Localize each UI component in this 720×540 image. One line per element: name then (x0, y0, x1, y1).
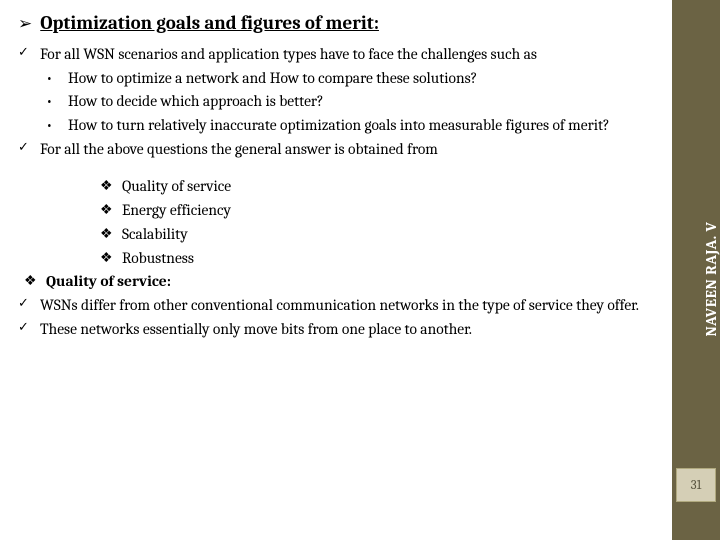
page-number: 31 (676, 468, 716, 502)
diamond-item: ❖ Quality of service (18, 176, 658, 198)
diamond-icon: ❖ (100, 200, 122, 222)
sub-text: How to optimize a network and How to com… (68, 68, 658, 90)
author-label: NAVEEN RAJA. V (702, 221, 720, 336)
check-icon: ✓ (18, 295, 40, 317)
qos-heading: ❖ Quality of service: (18, 271, 658, 293)
list-item: ✓ These networks essentially only move b… (18, 319, 658, 341)
diamond-text: Scalability (122, 224, 658, 246)
sub-text: How to turn relatively inaccurate optimi… (68, 115, 658, 137)
sidebar: NAVEEN RAJA. V (672, 0, 720, 540)
item-text: WSNs differ from other conventional comm… (40, 295, 658, 317)
dot-icon: • (46, 68, 68, 90)
dot-icon: • (46, 91, 68, 113)
check-icon: ✓ (18, 139, 40, 161)
item-text: These networks essentially only move bit… (40, 319, 658, 341)
diamond-item: ❖ Scalability (18, 224, 658, 246)
diamond-text: Quality of service (122, 176, 658, 198)
heading-text: Optimization goals and figures of merit: (40, 12, 379, 34)
diamond-icon: ❖ (100, 176, 122, 198)
diamond-icon: ❖ (24, 271, 46, 293)
sub-item: • How to turn relatively inaccurate opti… (18, 115, 658, 137)
item-text: For all WSN scenarios and application ty… (40, 44, 658, 66)
dot-icon: • (46, 115, 68, 137)
check-icon: ✓ (18, 319, 40, 341)
sub-text: How to decide which approach is better? (68, 91, 658, 113)
list-item: ✓ For all WSN scenarios and application … (18, 44, 658, 66)
diamond-icon: ❖ (100, 248, 122, 270)
heading: ➢ Optimization goals and figures of meri… (18, 12, 658, 34)
sub-item: • How to optimize a network and How to c… (18, 68, 658, 90)
list-item: ✓ WSNs differ from other conventional co… (18, 295, 658, 317)
diamond-item: ❖ Energy efficiency (18, 200, 658, 222)
list-item: ✓ For all the above questions the genera… (18, 139, 658, 161)
diamond-text: Energy efficiency (122, 200, 658, 222)
diamond-text: Robustness (122, 248, 658, 270)
heading-bullet: ➢ (18, 14, 32, 34)
diamond-item: ❖ Robustness (18, 248, 658, 270)
spacer (18, 162, 658, 176)
diamond-icon: ❖ (100, 224, 122, 246)
qos-heading-text: Quality of service: (46, 271, 658, 293)
check-icon: ✓ (18, 44, 40, 66)
sub-item: • How to decide which approach is better… (18, 91, 658, 113)
item-text: For all the above questions the general … (40, 139, 658, 161)
